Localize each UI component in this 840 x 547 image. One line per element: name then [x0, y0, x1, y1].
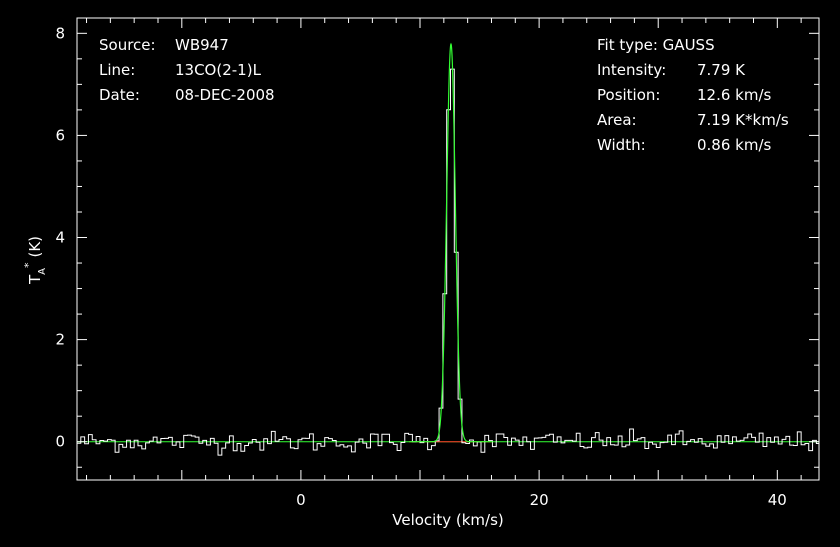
y-axis-label-superscript: * — [22, 262, 35, 268]
ticks-layer — [77, 18, 819, 480]
area-value: 7.19 K*km/s — [697, 111, 789, 129]
tick-labels-layer: 0 20 40 0 2 4 6 8 — [55, 24, 786, 509]
date-label: Date: — [99, 86, 140, 104]
source-label: Source: — [99, 36, 156, 54]
y-axis-label-text: TA* (K) — [22, 236, 48, 285]
intensity-label: Intensity: — [597, 61, 666, 79]
line-label: Line: — [99, 61, 135, 79]
position-value: 12.6 km/s — [697, 86, 772, 104]
line-value: 13CO(2-1)L — [175, 61, 262, 79]
y-tick-label: 4 — [55, 229, 65, 247]
fit-type-text: Fit type: GAUSS — [597, 36, 715, 54]
y-axis-label-unit: (K) — [26, 236, 44, 258]
gaussian-fit-curve — [409, 42, 493, 443]
axes-frame — [76, 17, 820, 481]
date-value: 08-DEC-2008 — [175, 86, 275, 104]
y-tick-label: 8 — [55, 24, 65, 42]
y-axis-label-main: T — [26, 274, 44, 285]
width-label: Width: — [597, 136, 646, 154]
intensity-value: 7.79 K — [697, 61, 746, 79]
width-value: 0.86 km/s — [697, 136, 772, 154]
x-tick-label: 20 — [530, 491, 549, 509]
x-tick-label: 0 — [296, 491, 306, 509]
x-tick-label: 40 — [768, 491, 787, 509]
y-axis-label: TA* (K) — [22, 236, 48, 285]
source-value: WB947 — [175, 36, 229, 54]
fit-layer — [409, 42, 493, 443]
position-label: Position: — [597, 86, 660, 104]
y-axis-label-subscript: A — [37, 268, 48, 275]
area-label: Area: — [597, 111, 637, 129]
y-tick-label: 0 — [55, 433, 65, 451]
y-tick-label: 2 — [55, 331, 65, 349]
y-tick-label: 6 — [55, 126, 65, 144]
x-axis-label: Velocity (km/s) — [392, 511, 503, 529]
